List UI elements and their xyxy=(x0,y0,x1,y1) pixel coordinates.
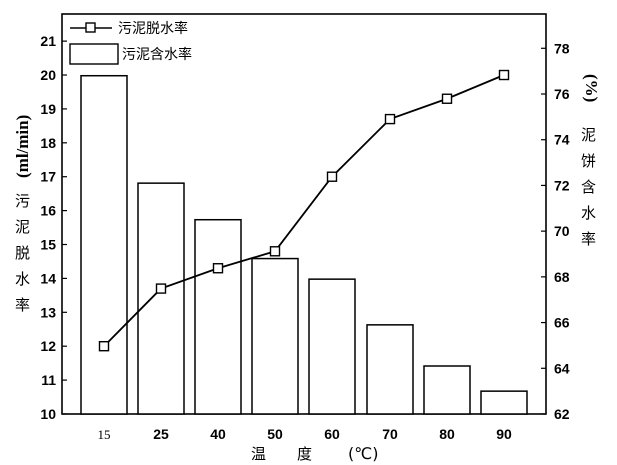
line-point-70 xyxy=(384,113,396,125)
left-tick-label: 12 xyxy=(40,338,56,354)
left-axis-label-char: 污 xyxy=(15,192,30,210)
right-tick-label: 68 xyxy=(554,269,570,285)
left-axis-ticks: 10 11 12 13 14 15 16 17 18 19 20 21 xyxy=(40,33,67,422)
x-axis-label-char: 度 xyxy=(297,445,312,463)
left-tick-label: 14 xyxy=(40,270,56,286)
bar-70 xyxy=(366,324,414,415)
legend-bar-swatch xyxy=(69,43,119,65)
left-axis-label-char: 脱 xyxy=(15,244,30,262)
right-tick-label: 74 xyxy=(554,132,570,148)
right-axis-ticks: 62 64 66 68 70 72 74 76 78 xyxy=(541,40,570,422)
left-axis-unit: (ml/min) xyxy=(13,115,32,178)
x-tick-label-70: 70 xyxy=(382,426,398,442)
line-point-15 xyxy=(98,341,110,352)
right-axis-label-char: 泥 xyxy=(581,126,596,144)
line-point-60 xyxy=(326,171,338,182)
x-tick-label-15: 15 xyxy=(98,427,111,442)
left-tick-label: 17 xyxy=(40,169,56,185)
bar-25 xyxy=(137,182,185,415)
right-tick-label: 66 xyxy=(554,315,570,331)
right-tick-label: 78 xyxy=(554,40,570,56)
right-axis-label: (%) 泥 饼 含 水 率 xyxy=(581,74,601,248)
left-tick-label: 15 xyxy=(40,237,56,253)
left-tick-label: 11 xyxy=(41,372,56,388)
left-tick-label: 20 xyxy=(40,67,56,83)
right-axis-label-char: 饼 xyxy=(581,152,596,170)
bar-40 xyxy=(194,218,242,415)
line-series xyxy=(98,69,510,352)
left-axis-label-char: 率 xyxy=(15,296,30,314)
line-point-80 xyxy=(441,93,453,104)
line-point-25 xyxy=(155,283,167,294)
left-tick-label: 21 xyxy=(40,33,56,49)
bar-90 xyxy=(480,390,528,415)
x-tick-label-60: 60 xyxy=(324,426,340,442)
bar-15 xyxy=(80,74,128,415)
right-tick-label: 62 xyxy=(554,406,570,422)
legend-line-label: 污泥脱水率 xyxy=(118,20,188,37)
x-tick-label-80: 80 xyxy=(439,426,455,442)
line-point-90 xyxy=(498,69,510,81)
plot-frame xyxy=(61,13,547,415)
bar-50 xyxy=(251,257,299,415)
legend-bar-label: 污泥含水率 xyxy=(122,46,192,63)
legend: 污泥脱水率 污泥含水率 xyxy=(69,20,192,65)
left-tick-label: 13 xyxy=(40,304,56,320)
left-tick-label: 16 xyxy=(40,203,56,219)
bar-series xyxy=(80,74,528,415)
x-axis-ticks: 15 25 40 50 60 70 80 90 xyxy=(98,426,512,442)
left-axis-label-char: 泥 xyxy=(15,218,30,236)
x-tick-label-50: 50 xyxy=(267,426,283,442)
left-axis-label-char: 水 xyxy=(15,270,30,288)
right-tick-label: 76 xyxy=(554,86,570,102)
dewatering-rate-line xyxy=(103,74,505,347)
line-point-40 xyxy=(212,263,224,274)
left-tick-label: 19 xyxy=(40,101,56,117)
right-tick-label: 70 xyxy=(554,223,570,239)
x-tick-label-90: 90 xyxy=(496,426,512,442)
right-axis-unit: (%) xyxy=(582,74,601,102)
right-axis-label-char: 水 xyxy=(581,204,596,222)
x-axis-label: 温 度 (℃) xyxy=(251,444,378,463)
left-tick-label: 10 xyxy=(40,406,56,422)
legend-square-marker-icon xyxy=(85,22,96,33)
x-axis-unit: (℃) xyxy=(348,444,378,463)
left-axis-label: 污 泥 脱 水 率 (ml/min) xyxy=(13,115,32,314)
right-tick-label: 64 xyxy=(554,360,570,376)
right-axis-label-char: 含 xyxy=(581,178,596,196)
bar-60 xyxy=(308,278,356,415)
right-axis-label-char: 率 xyxy=(581,230,596,248)
line-point-50 xyxy=(269,246,281,257)
right-tick-label: 72 xyxy=(554,177,570,193)
x-tick-label-40: 40 xyxy=(210,426,226,442)
bar-80 xyxy=(423,365,471,415)
x-tick-label-25: 25 xyxy=(153,426,169,442)
left-tick-label: 18 xyxy=(40,135,56,151)
x-axis-label-char: 温 xyxy=(251,445,266,463)
